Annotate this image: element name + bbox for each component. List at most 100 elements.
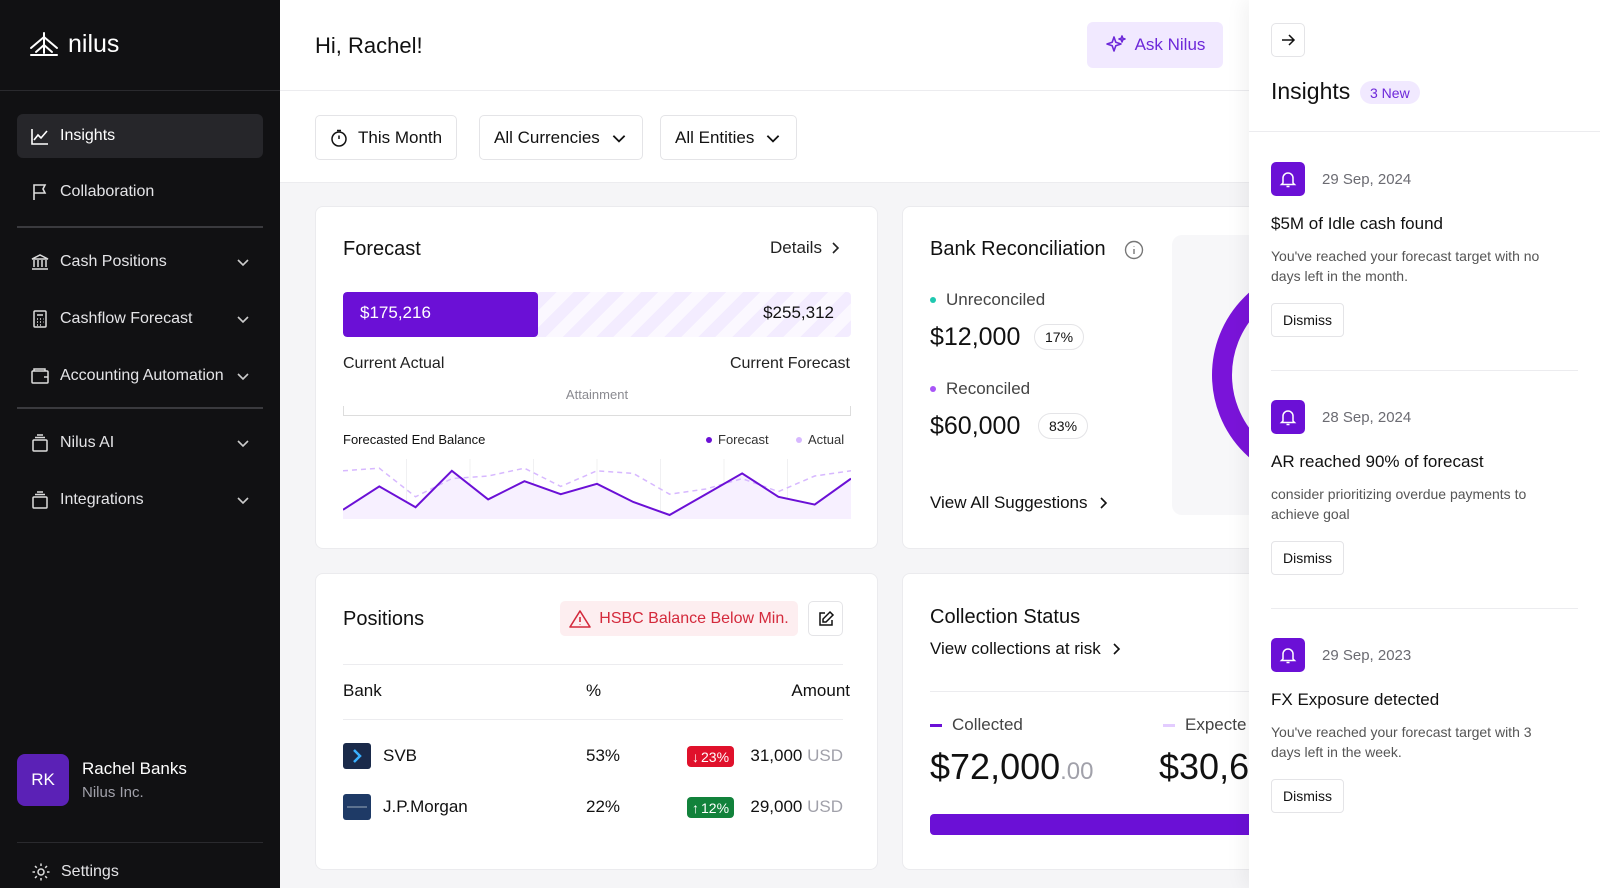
collected-legend-mark <box>930 723 942 727</box>
bank-pct: 22% <box>586 797 621 816</box>
chevron-down-icon <box>237 316 249 324</box>
nilus-logo-icon <box>30 31 58 56</box>
table-row[interactable]: J.P.Morgan 22% ↑ 12% 29,000 USD <box>343 792 843 822</box>
forecast-title: Forecast <box>343 238 421 260</box>
expected-label: Expecte <box>1163 715 1246 735</box>
forecast-label: Current Forecast <box>729 355 850 372</box>
insight-divider <box>1271 608 1578 609</box>
chevron-right-icon <box>1113 643 1120 655</box>
entity-filter[interactable]: All Entities <box>660 115 798 160</box>
dismiss-button[interactable]: Dismiss <box>1271 541 1344 575</box>
insight-title: $5M of Idle cash found <box>1271 214 1444 233</box>
donut-reconciled-arc <box>1212 283 1261 467</box>
hsbc-alert-badge[interactable]: HSBC Balance Below Min. <box>560 601 798 636</box>
dismiss-button[interactable]: Dismiss <box>1271 303 1344 337</box>
sidebar-item-label: Cashflow Forecast <box>60 310 193 327</box>
sidebar-item-label: Integrations <box>60 491 144 508</box>
settings-link[interactable]: Settings <box>31 862 119 882</box>
bank-name: J.P.Morgan <box>383 797 468 816</box>
sidebar-item-cash-positions[interactable]: Cash Positions <box>17 240 263 284</box>
legend-actual-label: Actual <box>808 432 845 447</box>
sidebar-item-accounting-automation[interactable]: Accounting Automation <box>17 354 263 398</box>
sidebar-item-integrations[interactable]: Integrations <box>17 478 263 522</box>
insights-panel: Insights 3 New 29 Sep, 2024 $5M of Idle … <box>1249 0 1600 888</box>
positions-title: Positions <box>343 608 425 630</box>
nilus-logo[interactable]: nilus <box>28 30 119 59</box>
table-divider <box>343 664 843 665</box>
legend-forecast: Forecast <box>706 432 769 447</box>
details-label: Details <box>770 238 822 257</box>
change-badge-up: ↑ 12% <box>687 797 735 818</box>
expected-text: Expecte <box>1185 715 1247 734</box>
bank-reconciliation-card: Bank Reconciliation Unreconciled $12,000… <box>902 206 1262 549</box>
unreconciled-text: Unreconciled <box>946 290 1046 309</box>
period-filter-label: This Month <box>358 127 443 147</box>
change-value: 23% <box>701 748 730 765</box>
collections-link-label: View collections at risk <box>930 639 1101 658</box>
arrow-up-icon: ↑ <box>692 799 699 816</box>
reconciled-label: Reconciled <box>930 379 1030 399</box>
details-link[interactable]: Details <box>770 238 842 258</box>
sidebar: nilus Insights Collaboration Cash Positi… <box>0 0 280 888</box>
arrow-right-icon <box>1282 34 1296 46</box>
expected-amount: $30,6 <box>1159 746 1250 787</box>
currency-filter[interactable]: All Currencies <box>479 115 643 160</box>
bank-pct: 53% <box>586 746 621 765</box>
column-header-bank: Bank <box>343 681 382 700</box>
sidebar-item-collaboration[interactable]: Collaboration <box>17 170 263 214</box>
sidebar-divider <box>0 90 280 91</box>
reconciled-amount: $60,000 <box>930 412 1021 440</box>
view-all-label: View All Suggestions <box>930 493 1088 512</box>
attainment-label: Attainment <box>565 387 629 402</box>
info-icon[interactable] <box>1124 240 1144 260</box>
user-card[interactable]: RK Rachel Banks Nilus Inc. <box>17 754 263 806</box>
insight-title: AR reached 90% of forecast <box>1271 452 1484 471</box>
collection-divider <box>930 691 1250 692</box>
collection-title: Collection Status <box>930 606 1081 628</box>
collection-progress-bar <box>930 814 1261 835</box>
close-panel-button[interactable] <box>1271 23 1305 57</box>
legend-dot-actual <box>796 436 802 443</box>
sidebar-item-label: Cash Positions <box>60 253 167 270</box>
reconciled-dot <box>930 386 936 392</box>
chevron-down-icon <box>237 440 249 448</box>
table-divider <box>343 719 843 720</box>
sidebar-item-nilus-ai[interactable]: Nilus AI <box>17 421 263 465</box>
attainment-bar-fill <box>343 292 538 337</box>
sidebar-divider <box>17 842 263 843</box>
actual-area <box>343 470 851 519</box>
sidebar-item-label: Accounting Automation <box>60 367 224 384</box>
ask-nilus-button[interactable]: Ask Nilus <box>1087 22 1223 68</box>
edit-button[interactable] <box>808 601 843 636</box>
nav-separator <box>17 407 263 409</box>
collections-at-risk-link[interactable]: View collections at risk <box>930 639 1123 659</box>
sidebar-item-cashflow-forecast[interactable]: Cashflow Forecast <box>17 297 263 341</box>
reconciliation-title: Bank Reconciliation <box>930 238 1106 260</box>
view-all-suggestions-link[interactable]: View All Suggestions <box>930 493 1110 513</box>
chevron-down-icon <box>237 373 249 381</box>
actual-value: $175,216 <box>360 303 431 322</box>
collected-amount-value: $72,000 <box>930 746 1061 787</box>
sidebar-item-label: Collaboration <box>60 183 155 200</box>
dismiss-button[interactable]: Dismiss <box>1271 779 1344 813</box>
insight-body: You've reached your forecast target with… <box>1271 248 1540 284</box>
table-row[interactable]: SVB 53% ↓ 23% 31,000 USD <box>343 741 843 771</box>
bank-icon <box>30 252 50 272</box>
expected-legend-mark <box>1163 723 1175 727</box>
edit-icon <box>818 610 834 626</box>
bank-amount: 31,000 USD <box>750 746 843 766</box>
ask-nilus-label: Ask Nilus <box>1134 35 1206 54</box>
jpmorgan-logo <box>343 794 371 820</box>
jpmorgan-wordmark <box>347 806 367 808</box>
amount-value: 29,000 <box>750 797 803 816</box>
collected-cents: .00 <box>1060 758 1094 785</box>
collected-text: Collected <box>952 715 1023 734</box>
insight-date: 29 Sep, 2023 <box>1322 647 1412 664</box>
flag-icon <box>30 182 50 202</box>
sidebar-item-insights[interactable]: Insights <box>17 114 263 158</box>
positions-card: Positions HSBC Balance Below Min. Bank %… <box>315 573 878 870</box>
insight-divider <box>1271 370 1578 371</box>
period-filter[interactable]: This Month <box>315 115 458 160</box>
collection-status-card: Collection Status View collections at ri… <box>902 573 1262 870</box>
nav-separator <box>17 226 263 228</box>
